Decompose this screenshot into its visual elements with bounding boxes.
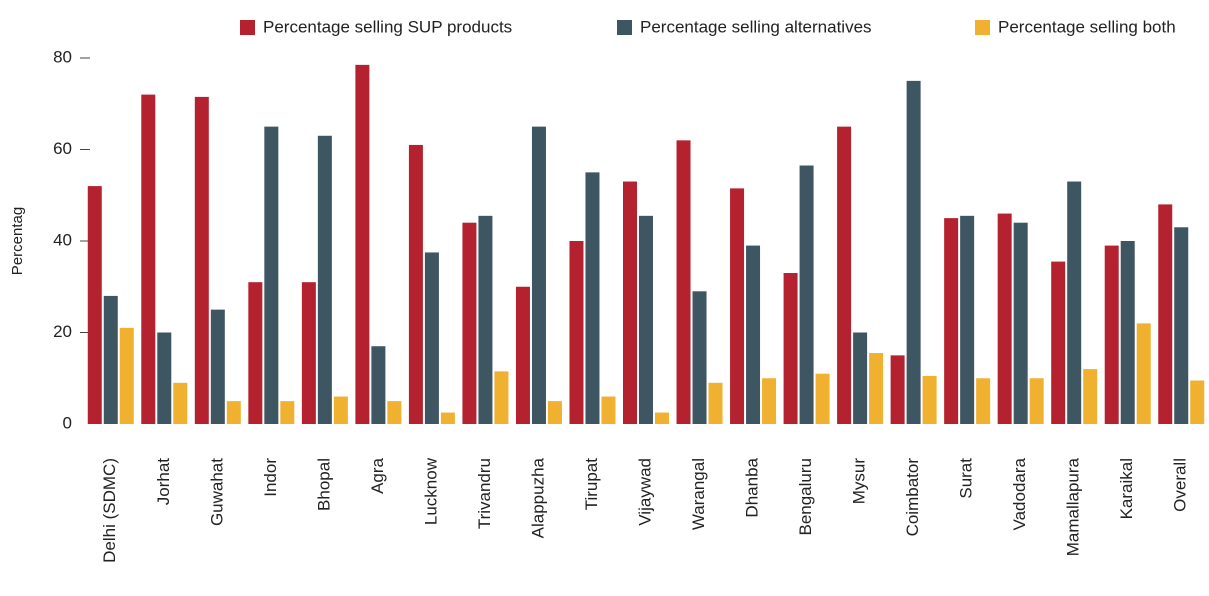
bar xyxy=(890,355,905,424)
bar xyxy=(976,378,991,424)
bar xyxy=(264,126,279,424)
bar xyxy=(317,135,332,424)
bar xyxy=(1051,261,1066,424)
bar xyxy=(119,327,134,424)
legend-label: Percentage selling alternatives xyxy=(640,17,872,36)
bar xyxy=(585,172,600,424)
bar xyxy=(1174,227,1189,424)
bar xyxy=(692,291,707,424)
bar xyxy=(762,378,777,424)
bar xyxy=(1158,204,1173,424)
y-tick-label: 60 xyxy=(53,139,72,158)
bar xyxy=(280,401,295,424)
legend-swatch xyxy=(240,20,255,35)
bar xyxy=(944,218,959,424)
x-tick-label: Jorhat xyxy=(154,458,173,506)
bar xyxy=(226,401,241,424)
bar xyxy=(371,346,386,424)
bar xyxy=(387,401,402,424)
bar xyxy=(853,332,868,424)
bar xyxy=(547,401,562,424)
bar xyxy=(301,282,316,424)
legend-label: Percentage selling SUP products xyxy=(263,17,512,36)
x-tick-label: Tirupat xyxy=(582,458,601,511)
bar xyxy=(906,80,921,424)
bar xyxy=(1029,378,1044,424)
bar xyxy=(1083,369,1098,424)
bar xyxy=(746,245,761,424)
y-tick-label: 40 xyxy=(53,230,72,249)
bar xyxy=(424,252,439,424)
bar xyxy=(248,282,263,424)
x-tick-label: Coimbator xyxy=(903,458,922,537)
x-tick-label: Dhanba xyxy=(743,457,762,517)
x-tick-label: Karaikal xyxy=(1117,458,1136,519)
x-tick-label: Surat xyxy=(957,458,976,499)
bar xyxy=(569,241,584,424)
x-tick-label: Vijaywad xyxy=(635,458,654,526)
bar xyxy=(1190,380,1205,424)
bar xyxy=(601,396,616,424)
bar xyxy=(440,412,455,424)
x-tick-label: Bhopal xyxy=(314,458,333,511)
bar xyxy=(87,186,102,424)
x-tick-label: Lucknow xyxy=(421,457,440,525)
bar xyxy=(639,215,653,424)
bar xyxy=(1013,222,1028,424)
x-tick-label: Guwahat xyxy=(207,458,226,526)
x-tick-label: Delhi (SDMC) xyxy=(100,458,119,563)
x-tick-label: Trivandru xyxy=(475,458,494,529)
x-tick-label: Indor xyxy=(261,458,280,497)
bar xyxy=(157,332,172,424)
bar xyxy=(355,64,370,425)
bar xyxy=(408,144,423,425)
bar xyxy=(799,165,814,424)
bar xyxy=(494,371,509,424)
bar xyxy=(515,286,530,424)
bar xyxy=(462,222,477,424)
x-tick-label: Mamallapura xyxy=(1064,457,1083,556)
x-tick-label: Overall xyxy=(1171,458,1190,512)
bar xyxy=(173,382,188,424)
x-tick-label: Vadodara xyxy=(1010,457,1029,530)
x-tick-label: Mysur xyxy=(850,458,869,505)
bar xyxy=(1104,245,1119,424)
x-tick-label: Agra xyxy=(368,457,387,493)
bar xyxy=(333,396,348,424)
bar xyxy=(730,188,745,424)
bar xyxy=(623,181,637,424)
bar xyxy=(837,126,852,424)
bar xyxy=(960,215,975,424)
bar xyxy=(478,215,493,424)
bar xyxy=(676,140,691,424)
x-tick-label: Alappuzha xyxy=(528,457,547,538)
y-tick-label: 0 xyxy=(63,413,72,432)
x-tick-label: Warangal xyxy=(689,458,708,530)
bar xyxy=(531,126,546,424)
bar xyxy=(922,375,937,424)
bar xyxy=(997,213,1012,424)
legend-swatch xyxy=(617,20,632,35)
y-axis-label: Percentag xyxy=(9,207,26,275)
bar xyxy=(655,412,669,424)
bar xyxy=(783,273,798,424)
bar xyxy=(141,94,156,424)
bar xyxy=(194,96,209,424)
y-tick-label: 20 xyxy=(53,322,72,341)
bar xyxy=(103,295,118,424)
bar xyxy=(1067,181,1082,424)
x-tick-label: Bengaluru xyxy=(796,458,815,536)
bar xyxy=(1136,323,1151,424)
y-tick-label: 80 xyxy=(53,47,72,66)
legend-label: Percentage selling both xyxy=(998,17,1176,36)
bar xyxy=(708,382,723,424)
bar xyxy=(815,373,830,424)
legend-swatch xyxy=(975,20,990,35)
bar xyxy=(869,353,884,424)
bar xyxy=(1120,241,1135,424)
bar xyxy=(210,309,225,424)
